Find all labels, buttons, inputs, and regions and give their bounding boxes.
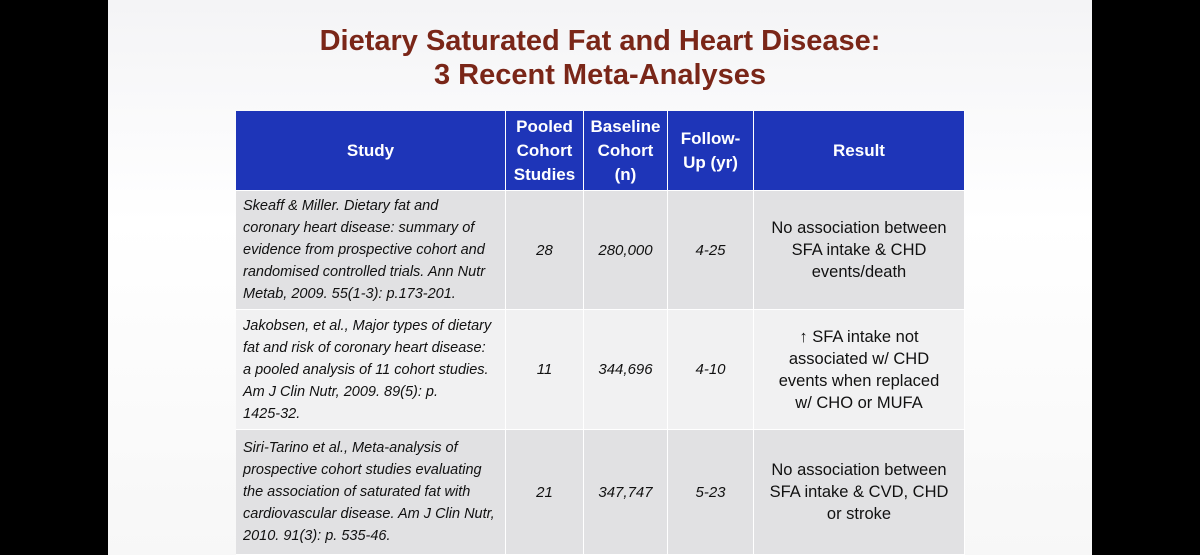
text-line: fat and risk of coronary heart disease: bbox=[243, 339, 486, 356]
table-cell: 280,000 bbox=[584, 191, 668, 310]
text-line: 11 bbox=[536, 361, 553, 378]
text-line: Studies bbox=[513, 164, 576, 184]
text-line: 28 bbox=[536, 241, 553, 259]
text-line: Cohort bbox=[516, 140, 573, 160]
table-cell: No association between SFA intake & CVD, … bbox=[754, 430, 965, 555]
text-line: No association between bbox=[771, 219, 947, 237]
text-line: a pooled analysis of 11 cohort studies. bbox=[243, 361, 489, 378]
text-line: Am J Clin Nutr, 2009. 89(5): p. bbox=[243, 383, 439, 400]
text-line: prospective cohort studies evaluating bbox=[243, 462, 482, 478]
text-line: (n) bbox=[614, 164, 637, 184]
text-line: 344,696 bbox=[598, 361, 653, 378]
text-line: SFA intake & CVD, CHD bbox=[769, 483, 949, 501]
text-line: Cohort bbox=[597, 140, 654, 160]
text-line: Metab, 2009. 55(1-3): p.173-201. bbox=[243, 286, 456, 302]
text-line: associated w/ CHD bbox=[788, 349, 930, 368]
header-cell: Follow- Up (yr) bbox=[668, 111, 754, 191]
text-line: events/death bbox=[811, 263, 907, 281]
table-cell: 344,696 bbox=[584, 310, 668, 430]
table-cell: 4-10 bbox=[668, 310, 754, 430]
text-line: 347,747 bbox=[598, 483, 653, 501]
text-line: evidence from prospective cohort and bbox=[243, 242, 485, 258]
text-line: Follow- bbox=[680, 128, 741, 148]
text-line: 5-23 bbox=[695, 483, 726, 501]
text-line: 4-25 bbox=[695, 241, 726, 259]
table-cell: No association between SFA intake & CHD ev… bbox=[754, 191, 965, 310]
text-line: Baseline bbox=[590, 116, 661, 136]
table-cell: Siri-Tarino et al., Meta-analysis of pros… bbox=[236, 430, 506, 555]
text-line: 280,000 bbox=[598, 241, 653, 259]
text-line: events when replaced bbox=[778, 371, 940, 390]
text-line: 4-10 bbox=[695, 361, 726, 378]
table-cell: 4-25 bbox=[668, 191, 754, 310]
text-line: SFA intake & CHD bbox=[791, 241, 927, 259]
header-cell: Result bbox=[754, 111, 965, 191]
text-line: ↑ SFA intake not bbox=[799, 327, 919, 346]
text-line: Dietary Saturated Fat and Heart Disease: bbox=[319, 25, 881, 57]
text-line: 1425-32. bbox=[243, 405, 301, 422]
text-line: Siri-Tarino et al., Meta-analysis of bbox=[243, 440, 458, 456]
table-cell: 28 bbox=[506, 191, 584, 310]
text-line: randomised controlled trials. Ann Nutr bbox=[243, 264, 486, 280]
text-line: w/ CHO or MUFA bbox=[795, 393, 923, 412]
text-line: No association between bbox=[771, 461, 947, 479]
text-line: Result bbox=[833, 140, 885, 160]
text-line: the association of saturated fat with bbox=[243, 484, 471, 500]
header-cell: Pooled Cohort Studies bbox=[506, 111, 584, 191]
slide-title: Dietary Saturated Fat and Heart Disease:… bbox=[108, 24, 1092, 92]
table-cell: 5-23 bbox=[668, 430, 754, 555]
slide: Dietary Saturated Fat and Heart Disease:… bbox=[108, 0, 1092, 555]
table-cell: ↑ SFA intake not associated w/ CHD events … bbox=[754, 310, 965, 430]
text-line: cardiovascular disease. Am J Clin Nutr, bbox=[243, 506, 495, 522]
table-cell: Jakobsen, et al., Major types of dietary… bbox=[236, 310, 506, 430]
text-line: 2010. 91(3): p. 535-46. bbox=[243, 528, 391, 544]
text-line: coronary heart disease: summary of bbox=[243, 220, 475, 236]
text-line: Pooled bbox=[516, 116, 573, 136]
table-cell: 21 bbox=[506, 430, 584, 555]
text-line: Study bbox=[346, 140, 395, 160]
header-cell: Baseline Cohort (n) bbox=[584, 111, 668, 191]
text-line: Jakobsen, et al., Major types of dietary bbox=[243, 317, 492, 334]
table-cell: Skeaff & Miller. Dietary fat and coronary… bbox=[236, 191, 506, 310]
header-cell: Study bbox=[236, 111, 506, 191]
text-line: Skeaff & Miller. Dietary fat and bbox=[243, 198, 439, 214]
table-cell: 11 bbox=[506, 310, 584, 430]
text-line: 21 bbox=[536, 483, 553, 501]
table-cell: 347,747 bbox=[584, 430, 668, 555]
text-line: 3 Recent Meta-Analyses bbox=[433, 59, 767, 91]
text-line: Up (yr) bbox=[683, 152, 738, 172]
text-line: or stroke bbox=[826, 505, 892, 523]
